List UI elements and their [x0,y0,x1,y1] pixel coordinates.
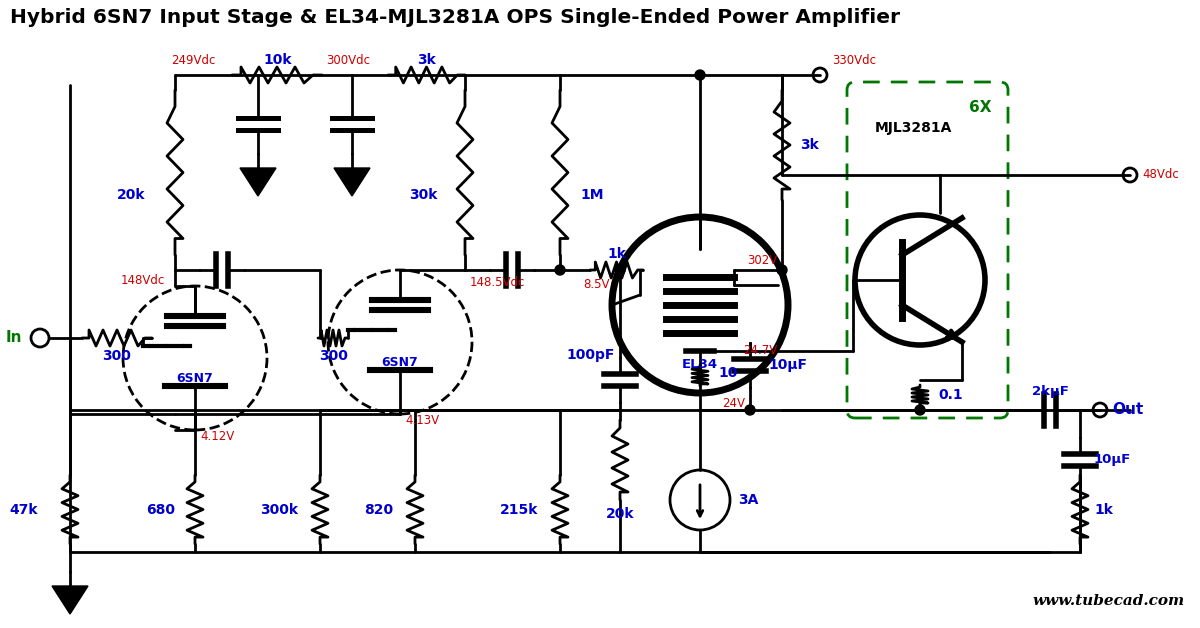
Text: 20k: 20k [116,188,145,202]
Circle shape [554,265,565,275]
Circle shape [916,405,925,415]
Text: 8.5V: 8.5V [583,278,611,291]
Polygon shape [52,586,88,614]
Text: 100pF: 100pF [566,348,616,362]
Circle shape [778,265,787,275]
Text: 300: 300 [102,349,132,363]
Circle shape [616,265,625,275]
Text: 680: 680 [146,503,175,517]
Text: 215k: 215k [499,503,538,517]
Text: 820: 820 [364,503,394,517]
Text: 3A: 3A [738,493,758,507]
Text: 249Vdc: 249Vdc [170,53,215,67]
Text: 24.7V: 24.7V [743,345,778,357]
Text: 0.1: 0.1 [938,388,962,402]
Text: 10μF: 10μF [768,358,808,372]
Text: 6SN7: 6SN7 [382,355,419,369]
Text: MJL3281A: MJL3281A [875,121,953,135]
Text: 10: 10 [718,366,737,380]
Text: www.tubecad.com: www.tubecad.com [1033,594,1186,608]
Text: 24V: 24V [722,397,745,410]
Text: 6X: 6X [970,100,992,116]
Text: Hybrid 6SN7 Input Stage & EL34-MJL3281A OPS Single-Ended Power Amplifier: Hybrid 6SN7 Input Stage & EL34-MJL3281A … [10,8,900,27]
Text: EL34: EL34 [682,359,718,372]
Text: 300: 300 [319,349,348,363]
Circle shape [695,70,706,80]
Text: 3k: 3k [418,53,437,67]
Text: 330Vdc: 330Vdc [832,53,876,67]
Text: 47k: 47k [10,503,38,517]
Text: 302V: 302V [746,254,778,266]
Circle shape [31,329,49,347]
Text: 20k: 20k [606,507,635,521]
Text: 1k: 1k [1094,503,1112,517]
Text: 148.5Vdc: 148.5Vdc [470,276,526,288]
Text: 3k: 3k [800,138,818,152]
Text: In: In [6,330,22,345]
Text: 4.13V: 4.13V [406,414,439,427]
Text: 1k: 1k [607,247,626,261]
Circle shape [1093,403,1108,417]
Circle shape [1123,168,1138,182]
Text: 148Vdc: 148Vdc [121,274,166,286]
Polygon shape [240,168,276,196]
Polygon shape [334,168,370,196]
Circle shape [814,68,827,82]
Text: 300Vdc: 300Vdc [326,53,370,67]
Text: 6SN7: 6SN7 [176,372,214,384]
Text: 4.12V: 4.12V [200,430,234,443]
Text: 1M: 1M [580,188,604,202]
Circle shape [745,405,755,415]
Text: 300k: 300k [260,503,298,517]
Text: 10μF: 10μF [1094,453,1132,467]
Text: 10k: 10k [264,53,293,67]
Text: 30k: 30k [409,188,437,202]
Text: 2kμF: 2kμF [1032,386,1068,399]
Text: Out: Out [1112,403,1144,418]
Text: 48Vdc: 48Vdc [1142,168,1178,181]
